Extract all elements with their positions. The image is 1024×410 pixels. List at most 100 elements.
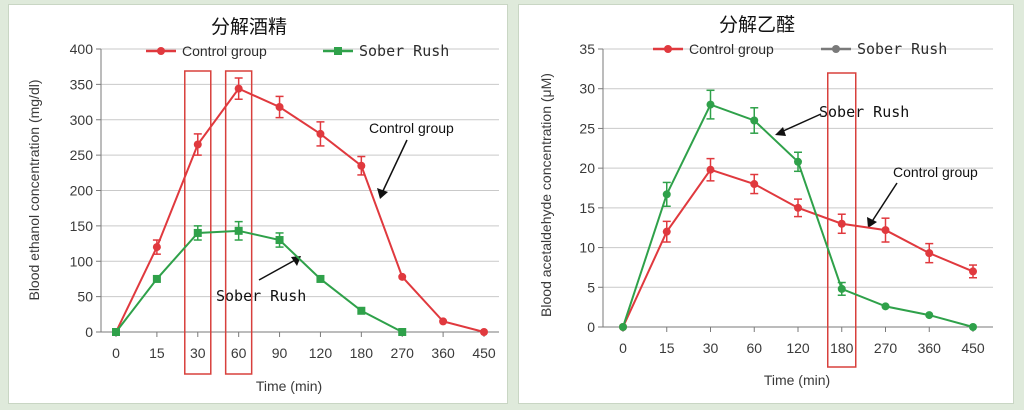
annotation-arrowhead-control bbox=[377, 188, 388, 199]
data-point bbox=[480, 328, 488, 336]
annotation-sober-rush: Sober Rush bbox=[819, 103, 909, 121]
y-tick-label: 400 bbox=[70, 41, 94, 57]
legend-label-control: Control group bbox=[689, 41, 774, 57]
plot-area bbox=[96, 48, 499, 337]
legend-marker-control bbox=[664, 45, 672, 53]
y-tick-label: 300 bbox=[70, 112, 94, 128]
y-tick-label: 5 bbox=[587, 279, 595, 295]
data-point bbox=[193, 228, 202, 237]
annotation-arrow-control bbox=[870, 182, 898, 224]
data-point bbox=[398, 272, 407, 281]
plot-area bbox=[598, 48, 993, 332]
ethanol-chart-panel: 分解酒精 Control group Sober Rush Blood etha… bbox=[8, 4, 508, 404]
annotation-arrow-control bbox=[381, 139, 408, 194]
legend: Control group Sober Rush bbox=[653, 40, 947, 58]
annotation-control-group: Control group bbox=[893, 164, 978, 180]
data-point bbox=[794, 157, 802, 166]
acetaldehyde-chart: 分解乙醛 Control group Sober Rush Blood acet… bbox=[538, 14, 993, 388]
y-tick-label: 15 bbox=[579, 200, 595, 216]
data-point bbox=[275, 103, 284, 112]
x-tick-label: 450 bbox=[961, 340, 985, 356]
y-axis-label: Blood ethanol concentration (mg/dl) bbox=[26, 79, 42, 300]
series-sober-rush bbox=[619, 89, 977, 331]
legend-marker-sober bbox=[334, 47, 342, 55]
x-tick-label: 180 bbox=[350, 345, 374, 361]
y-tick-label: 200 bbox=[70, 183, 94, 199]
data-point bbox=[275, 236, 284, 245]
data-point bbox=[398, 328, 407, 336]
data-point bbox=[357, 161, 366, 170]
x-tick-label: 30 bbox=[190, 345, 206, 361]
series-line-sober-rush bbox=[115, 229, 403, 333]
series-sober-rush bbox=[112, 220, 407, 336]
x-tick-label: 30 bbox=[703, 340, 719, 356]
y-tick-label: 0 bbox=[587, 319, 595, 335]
x-tick-label: 270 bbox=[391, 345, 415, 361]
y-tick-label: 35 bbox=[579, 41, 595, 57]
x-axis-label: Time (min) bbox=[764, 372, 830, 388]
legend-marker-sober bbox=[832, 45, 840, 53]
legend-label-sober: Sober Rush bbox=[857, 40, 947, 58]
y-tick-label: 20 bbox=[579, 160, 595, 176]
x-tick-label: 60 bbox=[231, 345, 247, 361]
x-tick-label: 270 bbox=[874, 340, 898, 356]
chart-title: 分解酒精 bbox=[211, 16, 287, 38]
annotation-arrow-sober bbox=[258, 258, 298, 281]
data-point bbox=[969, 323, 977, 331]
y-tick-label: 25 bbox=[579, 120, 595, 136]
data-point bbox=[662, 190, 671, 199]
data-point bbox=[152, 274, 161, 283]
y-axis-label: Blood acetaldehyde concentration (μM) bbox=[538, 73, 554, 317]
annotation-arrow-sober bbox=[780, 113, 822, 133]
legend: Control group Sober Rush bbox=[146, 42, 449, 60]
legend-label-sober: Sober Rush bbox=[359, 42, 449, 60]
data-point bbox=[881, 226, 890, 235]
x-tick-label: 90 bbox=[272, 345, 288, 361]
data-point bbox=[234, 226, 243, 235]
acetaldehyde-chart-panel: 分解乙醛 Control group Sober Rush Blood acet… bbox=[518, 4, 1014, 404]
data-point bbox=[925, 311, 934, 320]
y-tick-label: 10 bbox=[579, 240, 595, 256]
data-point bbox=[794, 203, 802, 212]
y-tick-label: 30 bbox=[579, 81, 595, 97]
x-tick-label: 120 bbox=[786, 340, 810, 356]
x-tick-label: 180 bbox=[830, 340, 854, 356]
data-point bbox=[619, 323, 627, 331]
annotation-arrowhead-control bbox=[867, 217, 877, 228]
data-point bbox=[662, 227, 671, 236]
legend-marker-control bbox=[157, 47, 165, 55]
data-point bbox=[706, 165, 715, 174]
chart-title: 分解乙醛 bbox=[719, 14, 795, 36]
data-point bbox=[316, 129, 325, 138]
x-tick-label: 360 bbox=[918, 340, 942, 356]
data-point bbox=[357, 306, 366, 315]
data-point bbox=[837, 219, 846, 228]
data-point bbox=[706, 100, 715, 109]
annotation-sober-rush: Sober Rush bbox=[216, 287, 306, 305]
annotation-arrowhead-sober bbox=[775, 127, 786, 136]
x-axis-label: Time (min) bbox=[256, 378, 322, 394]
data-point bbox=[925, 249, 934, 258]
data-point bbox=[152, 243, 161, 252]
y-tick-label: 250 bbox=[70, 147, 94, 163]
data-point bbox=[316, 274, 325, 283]
data-point bbox=[234, 84, 243, 93]
x-tick-label: 0 bbox=[112, 345, 120, 361]
x-tick-label: 120 bbox=[309, 345, 333, 361]
highlight-box-30 bbox=[184, 70, 212, 375]
highlight-box-60 bbox=[224, 70, 253, 375]
x-tick-label: 360 bbox=[431, 345, 455, 361]
x-tick-label: 60 bbox=[746, 340, 762, 356]
data-point bbox=[750, 116, 759, 125]
series-control-group bbox=[619, 157, 977, 331]
series-line-control-group bbox=[115, 87, 485, 333]
x-tick-label: 0 bbox=[619, 340, 627, 356]
annotation-control-group: Control group bbox=[369, 120, 454, 136]
data-point bbox=[881, 302, 890, 311]
y-tick-label: 350 bbox=[70, 76, 94, 92]
series-control-group bbox=[112, 77, 488, 336]
data-point bbox=[439, 317, 448, 326]
y-tick-label: 150 bbox=[70, 218, 94, 234]
ethanol-chart: 分解酒精 Control group Sober Rush Blood etha… bbox=[26, 16, 499, 394]
